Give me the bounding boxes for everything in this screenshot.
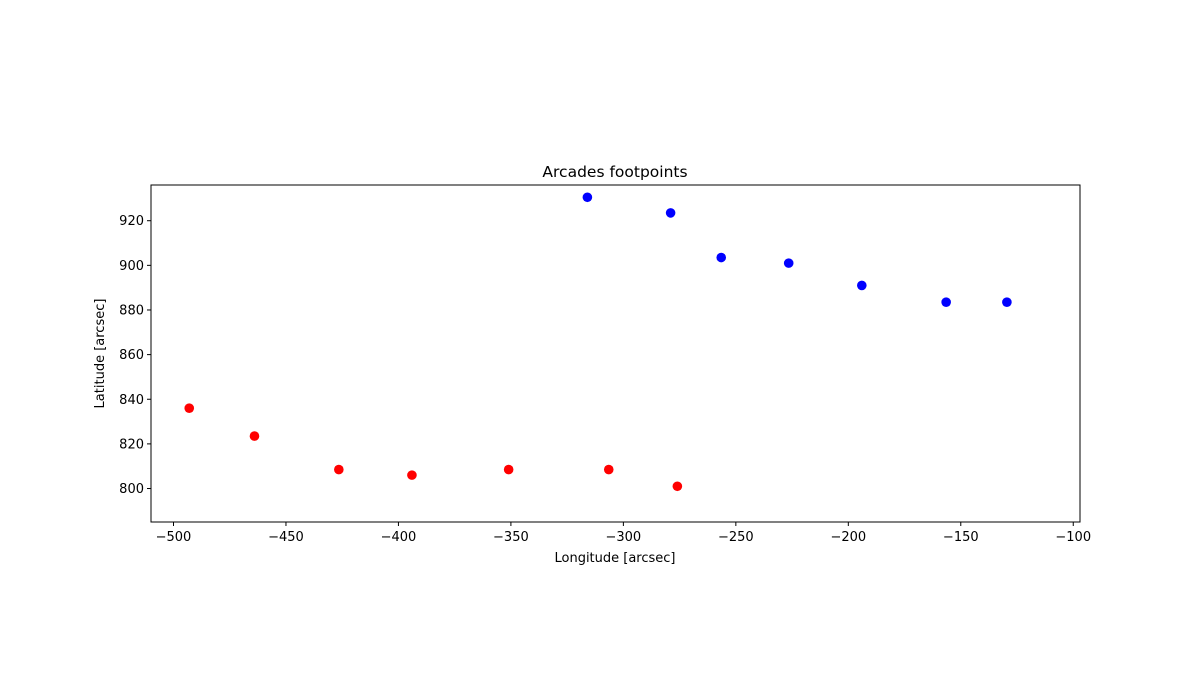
red-data-point <box>604 465 614 475</box>
y-tick-label: 800 <box>119 482 144 497</box>
blue-data-point <box>583 192 593 202</box>
x-tick-label: −450 <box>268 530 304 545</box>
x-tick-label: −300 <box>606 530 642 545</box>
x-axis-label: Longitude [arcsec] <box>554 551 675 566</box>
red-data-point <box>504 465 514 475</box>
y-axis-label: Latitude [arcsec] <box>93 299 108 409</box>
red-data-point <box>673 481 683 491</box>
x-tick-label: −100 <box>1055 530 1091 545</box>
chart-title: Arcades footpoints <box>542 163 687 181</box>
blue-data-point <box>1002 297 1012 307</box>
y-tick-label: 820 <box>119 437 144 452</box>
blue-data-point <box>941 297 951 307</box>
y-tick-label: 920 <box>119 214 144 229</box>
y-tick-label: 900 <box>119 259 144 274</box>
x-axis: −500 −450 −400 −350 −300 −250 −200 −150 −100 <box>156 522 1091 545</box>
data-points <box>184 192 1011 491</box>
y-tick-label: 880 <box>119 303 144 318</box>
plot-area <box>151 185 1080 522</box>
blue-data-point <box>784 258 794 268</box>
red-data-point <box>184 403 194 413</box>
x-tick-label: −500 <box>156 530 192 545</box>
red-data-point <box>334 465 344 475</box>
red-data-point <box>407 470 417 480</box>
blue-data-point <box>666 208 676 218</box>
x-tick-label: −150 <box>943 530 979 545</box>
plot-frame <box>151 185 1080 522</box>
y-tick-label: 860 <box>119 348 144 363</box>
y-axis: 800 820 840 860 880 900 920 <box>119 214 151 497</box>
blue-data-point <box>716 253 726 263</box>
x-tick-label: −250 <box>718 530 754 545</box>
x-tick-label: −200 <box>830 530 866 545</box>
blue-data-point <box>857 281 867 291</box>
y-tick-label: 840 <box>119 393 144 408</box>
red-data-point <box>250 431 260 441</box>
x-tick-label: −350 <box>493 530 529 545</box>
x-tick-label: −400 <box>381 530 417 545</box>
